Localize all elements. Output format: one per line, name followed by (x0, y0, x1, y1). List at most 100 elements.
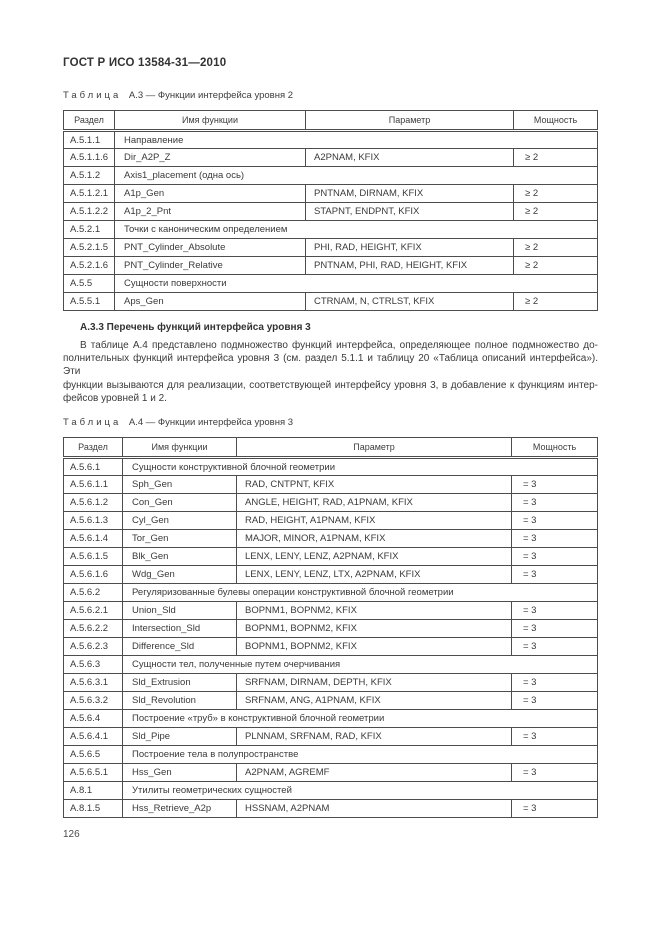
table-cell-sec: А.8.1 (63, 781, 123, 801)
table-cell-card: ≥ 2 (513, 292, 598, 311)
table-cell-card: = 3 (511, 493, 598, 513)
table-cell-name: Con_Gen (122, 493, 237, 513)
table-caption-label: Таблица (63, 417, 122, 429)
table-cell-card: = 3 (511, 565, 598, 585)
table-cell-sec: А.5.6.1.3 (63, 511, 123, 531)
table-row: А.5.6.2.2 Intersection_Sld BOPNM1, BOPNM2,… (63, 619, 598, 639)
document-page: ГОСТ Р ИСО 13584-31—2010 Таблица А.3 — Ф… (63, 57, 598, 840)
column-header-function-name: Имя функции (114, 110, 306, 132)
section-heading-a33: А.3.3 Перечень функций интерфейса уровня… (80, 322, 311, 333)
table-cell-span: Точки с каноническим определением (114, 220, 598, 239)
table-cell-sec: А.5.6.1 (63, 457, 123, 477)
table-row: А.5.6.1 Сущности конструктивной блочной г… (63, 457, 598, 477)
table-row: А.5.1.1.6 Dir_A2P_Z A2PNAM, KFIX ≥ 2 (63, 148, 598, 167)
table-row: А.5.6.5.1 Hss_Gen A2PNAM, AGREMF = 3 (63, 763, 598, 783)
table-cell-name: Intersection_Sld (122, 619, 237, 639)
table-cell-sec: А.5.6.2.2 (63, 619, 123, 639)
table-cell-name: PNT_Cylinder_Relative (114, 256, 306, 275)
table-caption-text: А.3 — Функции интерфейса уровня 2 (128, 90, 294, 101)
table-cell-sec: А.5.6.2.1 (63, 601, 123, 621)
table-cell-sec: А.5.6.1.6 (63, 565, 123, 585)
table-a4-header: Раздел Имя функции Параметр Мощность (63, 437, 598, 460)
table-cell-sec: А.5.6.2.3 (63, 637, 123, 657)
column-header-cardinality: Мощность (511, 437, 598, 460)
table-cell-sec: А.5.2.1.6 (63, 256, 115, 275)
table-cell-param: BOPNM1, BOPNM2, KFIX (236, 619, 512, 639)
table-cell-name: Sld_Extrusion (122, 673, 237, 693)
table-row: А.8.1 Утилиты геометрических сущностей (63, 781, 598, 801)
table-caption-text: А.4 — Функции интерфейса уровня 3 (128, 417, 294, 429)
table-row: А.5.6.3 Сущности тел, полученные путем оч… (63, 655, 598, 675)
table-cell-param: PLNNAM, SRFNAM, RAD, KFIX (236, 727, 512, 747)
table-cell-param: A2PNAM, AGREMF (236, 763, 512, 783)
table-cell-span: Построение «труб» в конструктивной блочн… (122, 709, 598, 729)
table-cell-card: ≥ 2 (513, 238, 598, 257)
table-cell-span: Сущности поверхности (114, 274, 598, 293)
table-row: А.5.6.5 Построение тела в полупространств… (63, 745, 598, 765)
table-cell-sec: А.5.6.1.5 (63, 547, 123, 567)
table-cell-param: ANGLE, HEIGHT, RAD, A1PNAM, KFIX (236, 493, 512, 513)
table-cell-param: HSSNAM, A2PNAM (236, 799, 512, 819)
table-cell-param: BOPNM1, BOPNM2, KFIX (236, 601, 512, 621)
table-a3: Раздел Имя функции Параметр Мощность А.5… (63, 110, 598, 311)
table-cell-param: A2PNAM, KFIX (305, 148, 514, 167)
table-cell-name: A1p_Gen (114, 184, 306, 203)
table-cell-sec: А.5.1.1.6 (63, 148, 115, 167)
table-cell-param: PNTNAM, DIRNAM, KFIX (305, 184, 514, 203)
table-cell-param: SRFNAM, DIRNAM, DEPTH, KFIX (236, 673, 512, 693)
table-cell-card: = 3 (511, 691, 598, 711)
table-cell-param: BOPNM1, BOPNM2, KFIX (236, 637, 512, 657)
table-cell-card: ≥ 2 (513, 148, 598, 167)
table-row: А.5.6.1.3 Cyl_Gen RAD, HEIGHT, A1PNAM, KFI… (63, 511, 598, 531)
table-cell-param: RAD, HEIGHT, A1PNAM, KFIX (236, 511, 512, 531)
table-cell-sec: А.5.6.5 (63, 745, 123, 765)
table-header-row: Раздел Имя функции Параметр Мощность (63, 110, 598, 132)
table-row: А.5.6.3.2 Sld_Revolution SRFNAM, ANG, A1PN… (63, 691, 598, 711)
table-cell-name: Hss_Gen (122, 763, 237, 783)
table-cell-card: = 3 (511, 511, 598, 531)
table-row: А.5.2.1 Точки с каноническим определением (63, 220, 598, 239)
column-header-section: Раздел (63, 437, 123, 460)
table-cell-card: = 3 (511, 637, 598, 657)
table-cell-param: STAPNT, ENDPNT, KFIX (305, 202, 514, 221)
table-cell-card: ≥ 2 (513, 256, 598, 275)
document-title: ГОСТ Р ИСО 13584-31—2010 (63, 57, 227, 69)
table-cell-card: = 3 (511, 475, 598, 495)
table-cell-card: = 3 (511, 547, 598, 567)
table-cell-param: SRFNAM, ANG, A1PNAM, KFIX (236, 691, 512, 711)
paragraph-line: фейсов уровней 1 и 2. (63, 392, 167, 404)
table-caption-label: Таблица (63, 90, 122, 101)
table-cell-span: Сущности конструктивной блочной геометри… (122, 457, 598, 477)
table-cell-card: ≥ 2 (513, 184, 598, 203)
table-row: А.5.6.2.3 Difference_Sld BOPNM1, BOPNM2, K… (63, 637, 598, 657)
table-row: А.5.6.2 Регуляризованные булевы операции … (63, 583, 598, 603)
table-row: А.5.1.2 Axis1_placement (одна ось) (63, 166, 598, 185)
table-cell-sec: А.5.1.2.2 (63, 202, 115, 221)
table-cell-sec: А.5.6.5.1 (63, 763, 123, 783)
table-row: А.5.5.1 Aps_Gen CTRNAM, N, CTRLST, KFIX ≥ 2 (63, 292, 598, 311)
table-row: А.5.6.2.1 Union_Sld BOPNM1, BOPNM2, KFIX = … (63, 601, 598, 621)
column-header-parameter: Параметр (305, 110, 514, 132)
paragraph-line: полнительных функций интерфейса уровня 3… (63, 353, 598, 378)
table-a4: Раздел Имя функции Параметр Мощность А.5… (63, 437, 598, 819)
table-cell-sec: А.5.5.1 (63, 292, 115, 311)
table-cell-card: = 3 (511, 727, 598, 747)
table-row: А.8.1.5 Hss_Retrieve_A2p HSSNAM, A2PNAM = 3 (63, 799, 598, 819)
paragraph-line: В таблице А.4 представлено подмножество … (80, 340, 598, 351)
table-cell-name: Blk_Gen (122, 547, 237, 567)
table-cell-sec: А.5.2.1 (63, 220, 115, 239)
table-cell-card: ≥ 2 (513, 202, 598, 221)
table-cell-span: Регуляризованные булевы операции констру… (122, 583, 598, 603)
table-cell-sec: А.5.1.2 (63, 166, 115, 185)
table-a3-header: Раздел Имя функции Параметр Мощность (63, 110, 598, 132)
table-row: А.5.2.1.6 PNT_Cylinder_Relative PNTNAM, PH… (63, 256, 598, 275)
column-header-cardinality: Мощность (513, 110, 598, 132)
table-cell-card: = 3 (511, 619, 598, 639)
table-cell-param: LENX, LENY, LENZ, A2PNAM, KFIX (236, 547, 512, 567)
column-header-section: Раздел (63, 110, 115, 132)
table-row: А.5.6.1.1 Sph_Gen RAD, CNTPNT, KFIX = 3 (63, 475, 598, 495)
paragraph-line: функции вызываются для реализации, соотв… (63, 379, 598, 391)
table-cell-sec: А.5.6.3 (63, 655, 123, 675)
table-cell-name: PNT_Cylinder_Absolute (114, 238, 306, 257)
table-row: А.5.5 Сущности поверхности (63, 274, 598, 293)
